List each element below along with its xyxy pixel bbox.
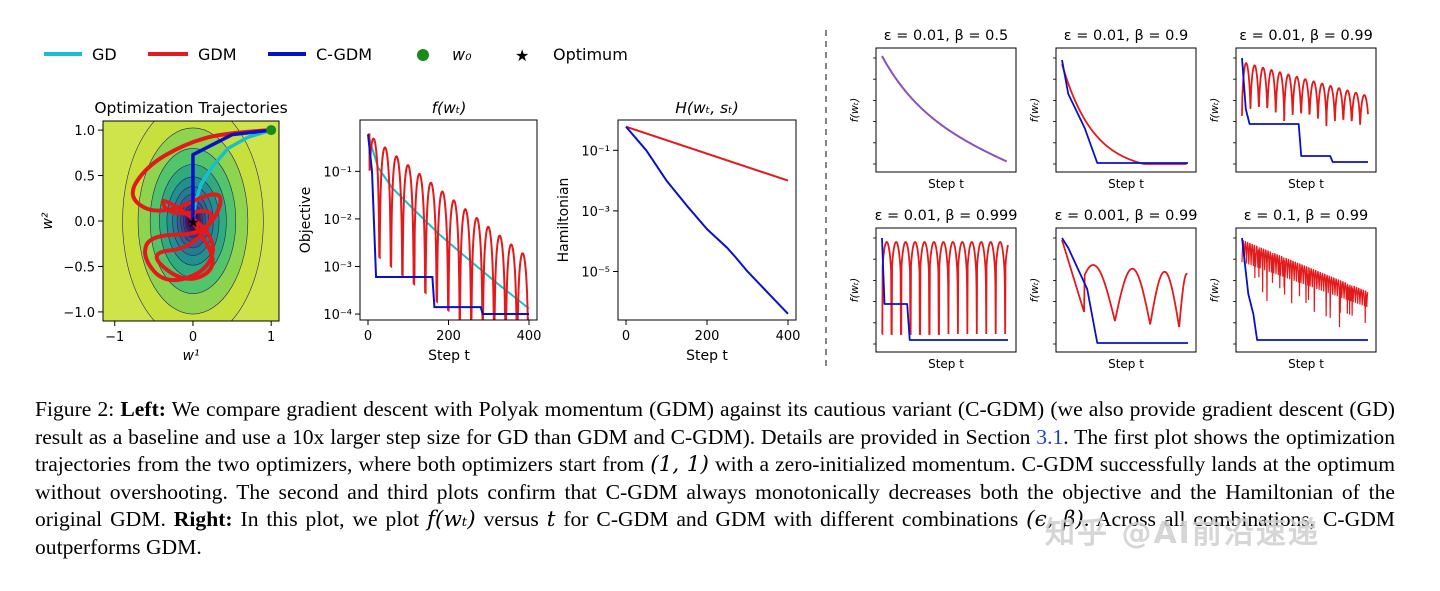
legend-optimum-star: ★ <box>515 46 529 65</box>
x-tick-label: 0 <box>364 329 372 344</box>
watermark: 知乎 @AI前沿速递 <box>1045 508 1320 552</box>
caption-math2: f(wₜ) <box>427 507 476 532</box>
small-plots-grid: ε = 0.01, β = 0.5Step tf(wₜ)ε = 0.01, β … <box>848 28 1376 371</box>
y-tick-label: −0.5 <box>63 260 95 275</box>
caption-text4: In this plot, we plot <box>233 507 427 531</box>
x-tick-label: 200 <box>695 329 720 344</box>
small-plot-title: ε = 0.1, β = 0.99 <box>1244 208 1368 224</box>
hamiltonian-title: H(wₜ, sₜ) <box>675 99 739 117</box>
hamiltonian-xlabel: Step t <box>686 348 728 364</box>
legend-optimum-label: Optimum <box>553 45 628 64</box>
small-plot-gdm-line <box>1242 241 1368 327</box>
small-plot-xlabel: Step t <box>1288 177 1324 191</box>
objective-plot: f(wₜ) 0 200 400 10⁻¹ 10⁻² 10⁻³ 10⁻⁴ Step t Obj… <box>298 99 541 364</box>
small-plot-gdm-line <box>882 242 1008 334</box>
small-plot-ylabel: f(wₜ) <box>848 278 861 303</box>
small-plot-line-overlap <box>882 56 1007 161</box>
caption-right-label: Right: <box>174 507 233 531</box>
legend-gdm-label: GDM <box>198 45 237 64</box>
small-plot-xlabel: Step t <box>928 357 964 371</box>
trajectory-ylabel: w² <box>40 212 56 229</box>
small-plot-title: ε = 0.01, β = 0.5 <box>884 28 1008 44</box>
y-tick-label: 10⁻³ <box>323 260 352 275</box>
caption-left-label: Left: <box>120 397 166 421</box>
small-plot-ylabel: f(wₜ) <box>1028 98 1041 123</box>
small-plot-ylabel: f(wₜ) <box>1028 278 1041 303</box>
y-tick-label: 10⁻³ <box>581 205 610 220</box>
small-plot-ylabel: f(wₜ) <box>1208 278 1221 303</box>
trajectory-optimum-star: ★ <box>187 215 200 231</box>
caption-fig-label: Figure 2: <box>35 397 114 421</box>
small-plot-title: ε = 0.01, β = 0.9 <box>1064 28 1188 44</box>
legend-w0-dot <box>417 49 429 61</box>
y-tick-label: 10⁻² <box>323 213 352 228</box>
figure: GD GDM C-GDM w₀ ★ Optimum Optimization T… <box>0 0 1440 380</box>
small-plot-xlabel: Step t <box>1108 177 1144 191</box>
small-plot-ylabel: f(wₜ) <box>1208 98 1221 123</box>
y-tick-label: 0.5 <box>74 170 95 185</box>
gdm-objective-line <box>368 134 529 319</box>
small-plot-gdm-line <box>1062 64 1187 164</box>
legend: GD GDM C-GDM w₀ ★ Optimum <box>44 45 628 65</box>
y-tick-label: 10⁻¹ <box>581 144 610 159</box>
legend-w0-label: w₀ <box>452 45 472 64</box>
small-plot-xlabel: Step t <box>928 177 964 191</box>
small-plot-xlabel: Step t <box>1108 357 1144 371</box>
small-plot-cgdm-line <box>1062 238 1188 343</box>
hamiltonian-plot: H(wₜ, sₜ) 0 200 400 10⁻¹ 10⁻³ 10⁻⁵ Step t Ham… <box>556 99 800 364</box>
trajectory-start-dot <box>266 125 276 135</box>
x-tick-label: 400 <box>517 329 542 344</box>
trajectory-xlabel: w¹ <box>182 348 199 364</box>
small-plot-frame <box>876 48 1016 172</box>
small-plot: ε = 0.001, β = 0.99 Step t f(wₜ) <box>1028 208 1197 371</box>
y-tick-label: 10⁻¹ <box>323 165 352 180</box>
objective-ylabel: Objective <box>298 187 314 253</box>
caption-text5: versus <box>476 507 547 531</box>
y-tick-label: 0.0 <box>74 215 95 230</box>
x-tick-label: 1 <box>267 330 275 345</box>
objective-title: f(wₜ) <box>432 99 467 117</box>
objective-xlabel: Step t <box>428 348 470 364</box>
trajectory-title: Optimization Trajectories <box>94 99 287 117</box>
y-tick-label: 1.0 <box>74 124 95 139</box>
small-plot-title: ε = 0.01, β = 0.999 <box>875 208 1018 224</box>
y-tick-label: 10⁻⁵ <box>581 265 610 280</box>
small-plot-title: ε = 0.001, β = 0.99 <box>1055 208 1198 224</box>
y-tick-label: 10⁻⁴ <box>323 308 352 323</box>
legend-cgdm-label: C-GDM <box>316 45 372 64</box>
small-plot-gdm-line <box>1062 240 1187 327</box>
caption-math1: (1, 1) <box>650 452 709 477</box>
small-plot-frame <box>1236 48 1376 172</box>
x-tick-label: 0 <box>189 330 197 345</box>
x-tick-label: 200 <box>436 329 461 344</box>
small-plot: ε = 0.01, β = 0.999 Step t f(wₜ) <box>848 208 1017 371</box>
small-plot-xlabel: Step t <box>1288 357 1324 371</box>
x-tick-label: −1 <box>105 330 124 345</box>
small-plot-title: ε = 0.01, β = 0.99 <box>1239 28 1373 44</box>
legend-gd-label: GD <box>92 45 117 64</box>
caption-text6: for C-GDM and GDM with different combina… <box>555 507 1026 531</box>
gdm-hamiltonian-line <box>626 127 788 181</box>
small-plot: ε = 0.01, β = 0.5 Step t f(wₜ) <box>848 28 1016 191</box>
small-plot: ε = 0.01, β = 0.9 Step t f(wₜ) <box>1028 28 1196 191</box>
hamiltonian-ylabel: Hamiltonian <box>556 178 572 263</box>
caption-section-link[interactable]: 3.1 <box>1036 425 1063 449</box>
y-tick-label: −1.0 <box>63 306 95 321</box>
x-tick-label: 400 <box>776 329 801 344</box>
small-plot-ylabel: f(wₜ) <box>848 98 861 123</box>
c-gdm-hamiltonian-line <box>626 127 788 314</box>
small-plot-gdm-line <box>1242 63 1368 126</box>
small-plot: ε = 0.01, β = 0.99 Step t f(wₜ) <box>1208 28 1376 191</box>
small-plot: ε = 0.1, β = 0.99 Step t f(wₜ) <box>1208 208 1376 371</box>
x-tick-label: 0 <box>622 329 630 344</box>
trajectory-plot: Optimization Trajectories ★ −1 0 1 1.0 0.5 0.… <box>40 99 288 364</box>
